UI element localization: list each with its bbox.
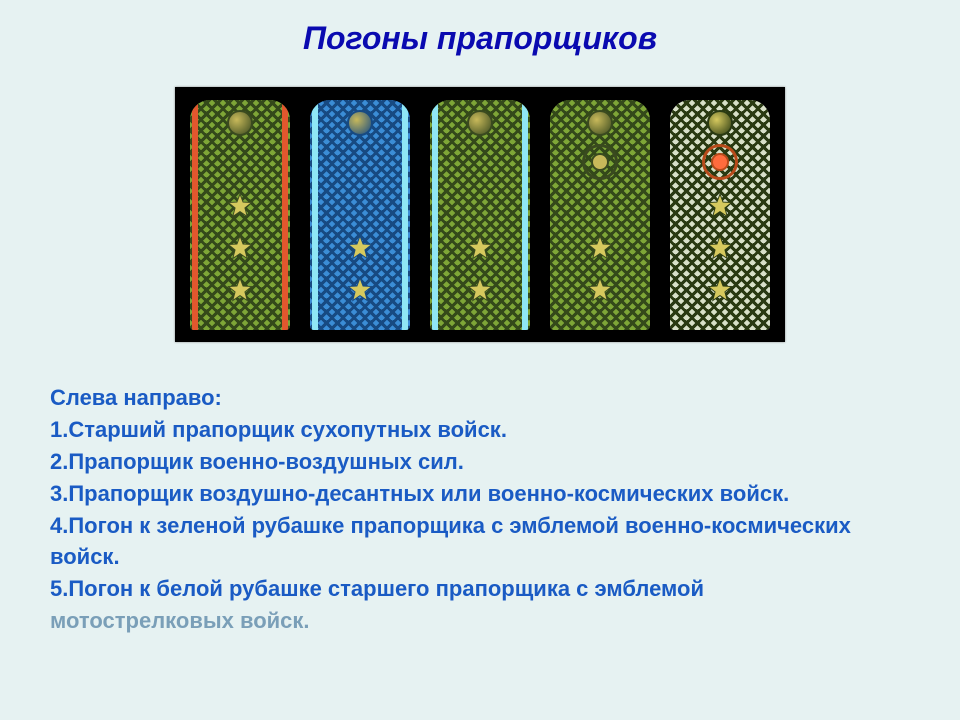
button-icon	[587, 110, 613, 136]
star-icon	[706, 192, 734, 220]
slide: Погоны прапорщиков Слева направо: 1.Стар…	[0, 0, 960, 720]
shoulder-strap-senior-warrant-white-shirt-motor	[670, 100, 770, 330]
strap-piping	[402, 100, 408, 330]
strap-piping	[522, 100, 528, 330]
star-icon	[226, 234, 254, 262]
shoulder-strap-senior-warrant-ground	[190, 100, 290, 330]
emblem-icon	[702, 144, 738, 180]
button-icon	[227, 110, 253, 136]
star-icon	[586, 276, 614, 304]
strap-piping	[192, 100, 198, 330]
shoulder-strap-warrant-green-shirt-space	[550, 100, 650, 330]
page-title: Погоны прапорщиков	[0, 20, 960, 57]
button-icon	[347, 110, 373, 136]
desc-item-3: 3.Прапорщик воздушно-десантных или военн…	[50, 478, 910, 510]
desc-item-5-faded: мотострелковых войск.	[50, 605, 910, 637]
shoulder-strap-warrant-airborne-space	[430, 100, 530, 330]
desc-item-5: 5.Погон к белой рубашке старшего прапорщ…	[50, 573, 910, 605]
strap-piping	[312, 100, 318, 330]
strap-piping	[282, 100, 288, 330]
shoulder-strap-warrant-airforce	[310, 100, 410, 330]
button-icon	[467, 110, 493, 136]
shoulder-strap-panel	[175, 87, 785, 342]
description-block: Слева направо: 1.Старший прапорщик сухоп…	[50, 382, 910, 637]
desc-heading: Слева направо:	[50, 382, 910, 414]
star-icon	[706, 234, 734, 262]
star-icon	[226, 276, 254, 304]
star-icon	[346, 276, 374, 304]
emblem-icon	[582, 144, 618, 180]
strap-piping	[432, 100, 438, 330]
star-icon	[586, 234, 614, 262]
star-icon	[466, 234, 494, 262]
star-icon	[346, 234, 374, 262]
button-icon	[707, 110, 733, 136]
desc-item-1: 1.Старший прапорщик сухопутных войск.	[50, 414, 910, 446]
desc-item-4: 4.Погон к зеленой рубашке прапорщика с э…	[50, 510, 910, 574]
star-icon	[466, 276, 494, 304]
star-icon	[226, 192, 254, 220]
desc-item-2: 2.Прапорщик военно-воздушных сил.	[50, 446, 910, 478]
star-icon	[706, 276, 734, 304]
